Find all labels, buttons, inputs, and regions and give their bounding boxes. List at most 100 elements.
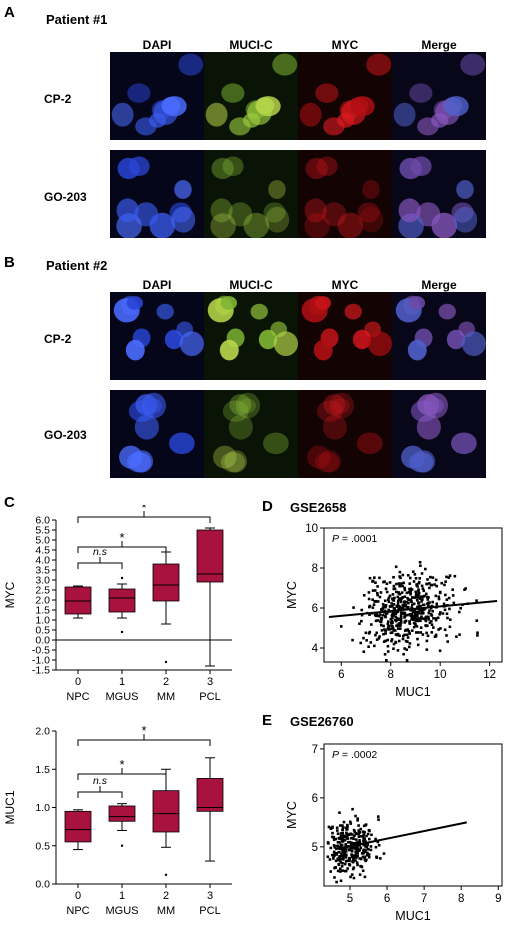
data-point (370, 833, 373, 837)
data-point (398, 570, 402, 574)
data-point (367, 855, 371, 859)
data-point (416, 643, 420, 647)
bracket-label: * (119, 757, 124, 772)
data-point (445, 634, 448, 637)
data-point (363, 875, 367, 879)
data-point (419, 619, 422, 623)
data-point (378, 576, 381, 580)
data-point (337, 862, 341, 866)
data-point (365, 845, 369, 849)
data-point (399, 614, 403, 617)
data-point (354, 859, 357, 862)
p-value-annotation: P = .0002 (332, 749, 377, 761)
data-point (377, 637, 381, 640)
data-point (440, 581, 444, 585)
data-point (352, 837, 355, 841)
data-point (336, 832, 340, 836)
data-point (366, 843, 369, 847)
panel-b-image-cp2-myc (298, 292, 392, 380)
data-point (458, 633, 461, 636)
data-point (381, 603, 385, 606)
panel-b-row-cp2: CP-2 (44, 332, 72, 346)
data-point (341, 826, 345, 829)
x-tick-code: 3 (207, 890, 213, 902)
data-point (342, 854, 346, 858)
panel-a-col-merge: Merge (421, 38, 457, 52)
data-point (334, 859, 338, 863)
significance-bracket: * (77, 757, 167, 780)
data-point (340, 839, 344, 842)
outlier-point (120, 630, 124, 634)
data-point (373, 576, 376, 579)
data-point (403, 586, 406, 590)
data-point (375, 631, 379, 635)
data-point (388, 581, 392, 584)
data-point (394, 615, 398, 619)
y-tick-label: 4 (312, 643, 319, 655)
panel-b-col-myc: MYC (331, 278, 359, 292)
data-point (352, 846, 356, 850)
panel-e-dataset-label: GSE26760 (290, 714, 354, 729)
data-point (403, 595, 407, 599)
data-point (351, 638, 354, 642)
data-point (413, 596, 417, 599)
data-point (339, 843, 343, 847)
data-point (448, 618, 452, 622)
data-point (376, 840, 380, 844)
data-point (414, 631, 418, 634)
data-point (391, 616, 394, 619)
data-point (342, 834, 345, 837)
data-point (333, 854, 336, 858)
data-point (421, 633, 425, 636)
data-point (392, 607, 396, 610)
data-point (412, 625, 416, 629)
data-point (332, 857, 335, 860)
data-point (341, 858, 345, 861)
data-point (368, 613, 371, 616)
data-point (354, 814, 357, 818)
panel-a-image-cp2-myc (298, 52, 392, 140)
data-point (339, 861, 343, 864)
data-point (434, 578, 438, 582)
panel-a-letter: A (4, 4, 15, 21)
data-point (392, 603, 396, 606)
data-point (337, 845, 341, 849)
data-point (384, 632, 387, 635)
y-tick-label: 1.0 (35, 615, 50, 627)
data-point (411, 570, 415, 574)
data-point (414, 619, 418, 623)
data-point (381, 606, 385, 609)
data-point (393, 618, 397, 622)
data-point (357, 831, 361, 835)
x-tick-label: 6 (384, 893, 390, 905)
panel-a-col-dapi: DAPI (142, 38, 172, 52)
data-point (387, 596, 391, 600)
data-point (401, 596, 405, 599)
bracket-label: * (119, 530, 124, 545)
data-point (348, 820, 352, 824)
data-point (382, 580, 385, 584)
data-point (445, 598, 449, 601)
data-point (380, 618, 383, 622)
data-point (363, 837, 367, 841)
data-point (363, 843, 367, 847)
data-point (419, 597, 422, 600)
data-point (353, 830, 356, 833)
data-point (339, 879, 343, 883)
data-point (419, 564, 422, 568)
data-point (418, 577, 422, 580)
significance-bracket: n.s (77, 775, 123, 798)
data-point (335, 880, 338, 884)
data-point (443, 608, 447, 612)
panel-e-letter: E (262, 712, 273, 729)
data-point (407, 605, 410, 609)
data-point (407, 601, 410, 605)
data-point (356, 863, 359, 867)
y-tick-label: 6.0 (35, 515, 50, 527)
data-point (391, 605, 394, 608)
data-point (430, 623, 434, 627)
data-point (334, 866, 337, 869)
data-point (410, 629, 414, 632)
data-point (402, 604, 406, 607)
data-point (346, 825, 349, 828)
